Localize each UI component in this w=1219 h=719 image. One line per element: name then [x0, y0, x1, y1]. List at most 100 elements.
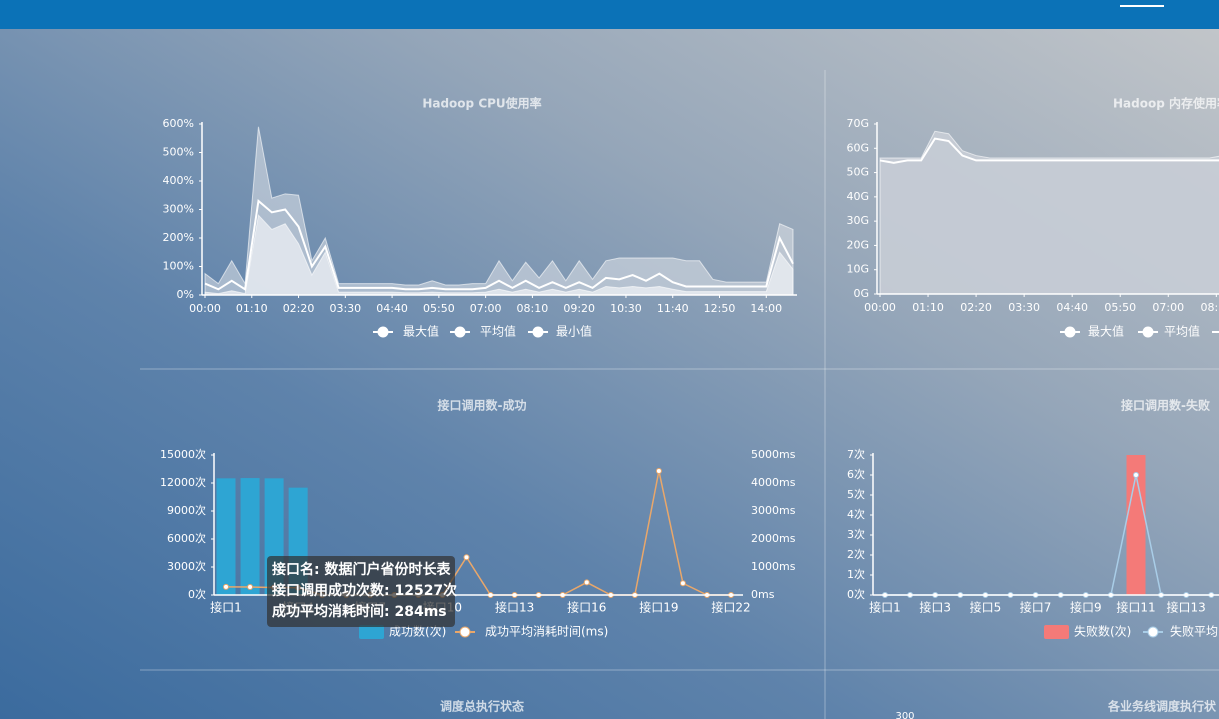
y-tick-label: 4次 — [847, 507, 865, 521]
chart-title: 接口调用数-失败 — [1121, 398, 1210, 413]
x-tick-label: 10:30 — [610, 302, 642, 315]
legend-label: 平均值 — [1164, 324, 1200, 339]
y-tick-label: 15000次 — [160, 447, 206, 461]
x-tick-label: 00:00 — [189, 302, 221, 315]
x-tick-label: 接口13 — [1167, 600, 1206, 615]
y2-tick-label: 4000ms — [751, 476, 796, 489]
y-tick-label: 300% — [163, 203, 194, 216]
chart-title: 接口调用数-成功 — [438, 398, 527, 413]
x-tick-label: 接口19 — [639, 600, 678, 615]
y-tick-label: 60G — [846, 141, 869, 154]
x-tick-label: 接口3 — [919, 600, 951, 615]
x-tick-label: 07:00 — [470, 302, 502, 315]
chart-title: Hadoop 内存使用率 — [1113, 96, 1219, 111]
y-tick-label: 20G — [846, 238, 869, 251]
legend-marker — [1147, 626, 1159, 638]
line-point — [679, 580, 686, 587]
tooltip-line: 成功平均消耗时间: 284ms — [272, 603, 447, 620]
panel-title: 各业务线调度执行状 — [1107, 699, 1217, 714]
tooltip-box — [267, 556, 455, 627]
x-tick-label: 接口11 — [1116, 600, 1155, 615]
chart-panel: Hadoop 内存使用率 0G 10G 20G 30G 40G 50G 60G 70G 最大值 平均… — [846, 96, 1219, 339]
legend-marker — [454, 326, 466, 338]
legend-marker — [1142, 326, 1154, 338]
legend-label: 成功平均消耗时间(ms) — [485, 625, 608, 639]
nav-underline[interactable] — [1120, 5, 1164, 7]
y-tick-label: 400% — [163, 174, 194, 187]
bar — [1126, 455, 1146, 595]
x-tick-label: 09:20 — [563, 302, 595, 315]
x-tick-label: 12:50 — [704, 302, 736, 315]
x-tick-label: 02:20 — [960, 301, 992, 314]
y-tick-label: 7次 — [847, 447, 865, 461]
x-tick-label: 接口5 — [970, 600, 1002, 615]
y2-tick-label: 0ms — [751, 588, 775, 601]
legend-label: 最大值 — [1088, 324, 1124, 339]
x-tick-label: 接口7 — [1020, 600, 1052, 615]
line-point — [1133, 472, 1139, 478]
y2-tick-label: 1000ms — [751, 560, 796, 573]
x-tick-label: 14:00 — [750, 302, 782, 315]
y-tick-label: 40G — [846, 190, 869, 203]
line — [885, 474, 1212, 596]
x-tick-label: 接口1 — [869, 600, 901, 615]
line-point — [583, 579, 590, 586]
y-tick-label: 1次 — [847, 567, 865, 581]
chart-title: Hadoop CPU使用率 — [422, 96, 541, 111]
x-tick-label: 01:10 — [236, 302, 268, 315]
y-tick-label: 10G — [846, 263, 869, 276]
y-tick-label: 0次 — [847, 587, 865, 601]
y-tick-label: 5次 — [847, 487, 865, 501]
y-tick-label: 500% — [163, 146, 194, 159]
x-tick-label: 接口9 — [1070, 600, 1102, 615]
y-tick-label: 100% — [163, 260, 194, 273]
line — [204, 199, 794, 291]
line-point — [223, 583, 229, 590]
x-tick-label: 00:00 — [864, 301, 896, 314]
tooltip-line: 接口调用成功次数: 12527次 — [272, 582, 457, 599]
y-tick-label: 3000次 — [167, 559, 206, 573]
y-tick-label: 0次 — [188, 587, 206, 601]
legend-marker — [377, 326, 389, 338]
y-tick-label: 70G — [846, 117, 869, 130]
top-bar — [0, 0, 1219, 29]
legend-label: 平均值 — [480, 324, 516, 339]
y-tick-label: 50G — [846, 166, 869, 179]
line-point — [247, 584, 254, 591]
legend-label: 失败平均 — [1170, 624, 1218, 639]
line-point — [463, 554, 470, 561]
tooltip-line: 接口名: 数据门户省份时长表 — [272, 561, 451, 578]
bar — [240, 478, 260, 595]
x-tick-label: 05:50 — [1104, 301, 1136, 314]
x-tick-label: 04:40 — [1056, 301, 1088, 314]
legend-marker — [532, 326, 544, 338]
y-tick-label: 0% — [177, 288, 194, 301]
panel-title: 调度总执行状态 — [440, 699, 524, 714]
y-tick-label: 9000次 — [167, 503, 206, 517]
legend-label: 成功数(次) — [389, 624, 446, 639]
y-tick-label: 2次 — [847, 547, 865, 561]
area — [204, 214, 794, 296]
charts: Hadoop CPU使用率 0% 100% 200% 300% 400% 500% 600% 最… — [160, 96, 1219, 639]
x-tick-label: 05:50 — [423, 302, 455, 315]
x-tick-label: 04:40 — [376, 302, 408, 315]
x-tick-label: 11:40 — [657, 302, 689, 315]
y-tick-label: 6000次 — [167, 531, 206, 545]
chart-panel: Hadoop CPU使用率 0% 100% 200% 300% 400% 500% 600% 最… — [163, 96, 797, 339]
x-tick-label: 接口13 — [495, 600, 534, 615]
chart-panel: 接口调用数-成功 0次 3000次 6000次 9000次 12000次 15000次 0ms… — [160, 398, 796, 639]
x-tick-label: 接口22 — [711, 600, 750, 615]
y2-tick-label: 5000ms — [751, 448, 796, 461]
x-tick-label: 接口1 — [210, 600, 242, 615]
legend-label: 最大值 — [403, 324, 439, 339]
x-tick-label: 01:10 — [912, 301, 944, 314]
legend-marker — [1064, 326, 1076, 338]
y2-tick-label: 3000ms — [751, 504, 796, 517]
y2-tick-label: 2000ms — [751, 532, 796, 545]
y-tick-label: 30G — [846, 214, 869, 227]
line — [879, 137, 1219, 164]
